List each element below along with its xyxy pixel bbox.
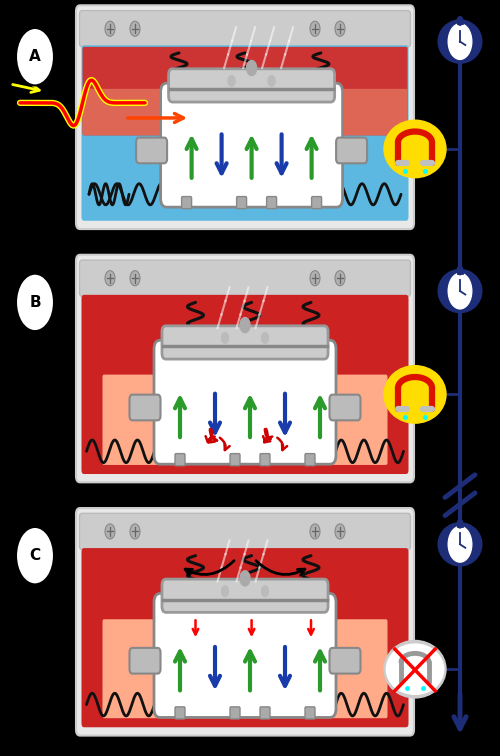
Circle shape (310, 271, 320, 286)
FancyBboxPatch shape (336, 138, 367, 163)
FancyBboxPatch shape (230, 707, 240, 719)
FancyBboxPatch shape (168, 69, 334, 102)
Ellipse shape (438, 20, 482, 64)
FancyBboxPatch shape (330, 648, 360, 674)
FancyBboxPatch shape (82, 45, 408, 221)
FancyBboxPatch shape (154, 593, 336, 717)
FancyBboxPatch shape (82, 47, 407, 135)
FancyBboxPatch shape (76, 255, 414, 482)
FancyBboxPatch shape (260, 707, 270, 719)
Circle shape (130, 21, 140, 36)
Circle shape (262, 333, 268, 343)
FancyBboxPatch shape (175, 454, 185, 466)
Circle shape (335, 21, 345, 36)
FancyBboxPatch shape (102, 619, 388, 718)
FancyBboxPatch shape (130, 395, 160, 420)
Ellipse shape (384, 366, 446, 423)
FancyBboxPatch shape (182, 197, 192, 209)
FancyBboxPatch shape (80, 513, 410, 550)
FancyBboxPatch shape (312, 197, 322, 209)
Circle shape (105, 271, 115, 286)
Circle shape (16, 28, 54, 85)
Text: B: B (29, 295, 41, 310)
Text: A: A (29, 49, 41, 64)
FancyBboxPatch shape (230, 454, 240, 466)
FancyBboxPatch shape (136, 138, 167, 163)
Circle shape (246, 60, 256, 76)
FancyBboxPatch shape (130, 648, 160, 674)
Circle shape (457, 266, 463, 274)
Circle shape (240, 571, 250, 586)
Circle shape (310, 21, 320, 36)
FancyBboxPatch shape (236, 197, 246, 209)
FancyBboxPatch shape (76, 508, 414, 736)
Ellipse shape (438, 270, 482, 313)
FancyBboxPatch shape (82, 548, 408, 727)
Ellipse shape (386, 644, 444, 694)
Circle shape (105, 21, 115, 36)
FancyBboxPatch shape (154, 340, 336, 464)
FancyBboxPatch shape (80, 11, 410, 47)
Circle shape (335, 524, 345, 539)
Circle shape (457, 17, 463, 25)
Circle shape (448, 526, 472, 562)
FancyBboxPatch shape (162, 326, 328, 359)
FancyBboxPatch shape (102, 375, 388, 465)
FancyBboxPatch shape (260, 454, 270, 466)
Circle shape (457, 519, 463, 528)
FancyBboxPatch shape (76, 5, 414, 229)
Circle shape (130, 271, 140, 286)
FancyBboxPatch shape (305, 454, 315, 466)
Circle shape (222, 333, 228, 343)
Circle shape (262, 586, 268, 596)
Circle shape (16, 274, 54, 331)
Circle shape (130, 524, 140, 539)
FancyBboxPatch shape (175, 707, 185, 719)
FancyBboxPatch shape (82, 89, 407, 135)
FancyBboxPatch shape (160, 83, 342, 207)
FancyBboxPatch shape (80, 260, 410, 296)
Circle shape (222, 586, 228, 596)
Text: C: C (30, 548, 40, 563)
Ellipse shape (384, 120, 446, 178)
FancyBboxPatch shape (82, 295, 408, 474)
Ellipse shape (384, 640, 446, 698)
FancyBboxPatch shape (266, 197, 276, 209)
Circle shape (228, 76, 235, 86)
FancyBboxPatch shape (162, 579, 328, 612)
Circle shape (240, 318, 250, 333)
FancyBboxPatch shape (330, 395, 360, 420)
Circle shape (335, 271, 345, 286)
Circle shape (105, 524, 115, 539)
Ellipse shape (438, 523, 482, 565)
FancyBboxPatch shape (305, 707, 315, 719)
Circle shape (448, 273, 472, 309)
Circle shape (448, 23, 472, 60)
Circle shape (268, 76, 275, 86)
Circle shape (16, 527, 54, 584)
Circle shape (310, 524, 320, 539)
